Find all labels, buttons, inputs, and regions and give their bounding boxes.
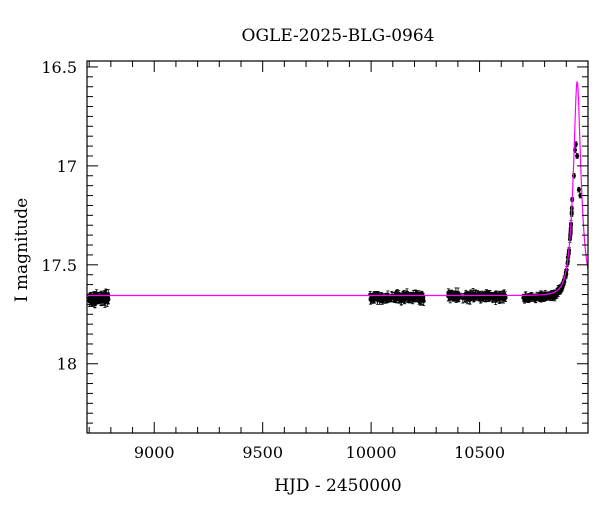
data-point	[369, 297, 374, 304]
data-point	[539, 292, 544, 301]
data-point	[546, 292, 551, 300]
plot-frame	[86, 60, 589, 434]
data-point	[550, 294, 555, 299]
y-tick-label: 18	[57, 355, 77, 374]
y-tick-label: 17.5	[41, 256, 77, 275]
data-layer	[87, 141, 583, 309]
data-point	[557, 286, 562, 294]
x-tick-label: 9500	[242, 443, 283, 462]
x-axis-label: HJD - 2450000	[274, 476, 402, 496]
axis-ticks	[87, 61, 589, 434]
data-point	[381, 295, 386, 304]
x-tick-label: 10000	[346, 443, 397, 462]
model-curve	[87, 81, 588, 297]
data-point	[576, 186, 581, 193]
y-axis-label: I magnitude	[12, 198, 32, 302]
axis-tick-labels: 9000 9500 10000 10500 16.5 17 17.5 18	[41, 58, 505, 462]
x-tick-label: 9000	[134, 443, 175, 462]
data-point	[104, 295, 109, 304]
data-point	[96, 291, 101, 304]
x-tick-label: 10500	[454, 443, 505, 462]
y-tick-label: 17	[57, 157, 77, 176]
y-tick-label: 16.5	[41, 58, 77, 77]
chart-title: OGLE-2025-BLG-0964	[242, 26, 435, 46]
data-point	[575, 153, 580, 159]
data-point	[497, 292, 502, 302]
data-point	[571, 172, 576, 179]
